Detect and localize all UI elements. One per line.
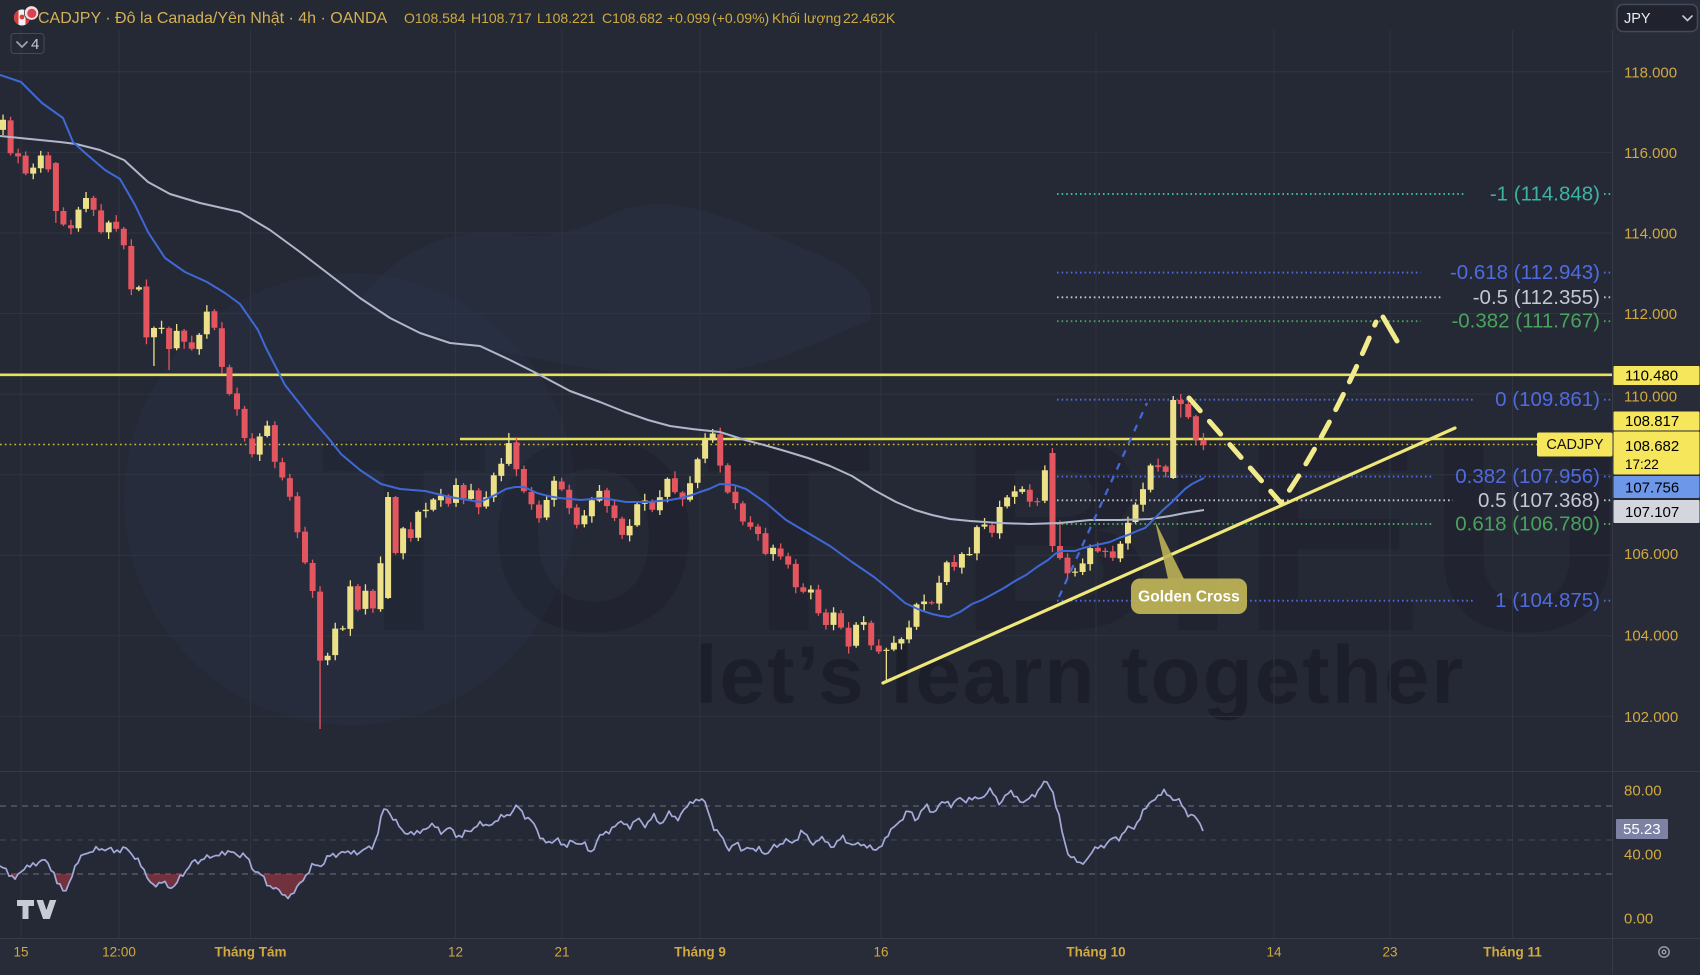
svg-text:112.000: 112.000	[1624, 306, 1677, 323]
svg-text:116.000: 116.000	[1624, 145, 1677, 162]
svg-text:16: 16	[873, 945, 888, 960]
svg-text:108.817: 108.817	[1625, 413, 1679, 430]
svg-text:110.480: 110.480	[1625, 368, 1678, 385]
svg-text:Golden Cross: Golden Cross	[1138, 589, 1240, 606]
svg-text:55.23: 55.23	[1623, 821, 1661, 838]
svg-text:104.000: 104.000	[1624, 627, 1678, 644]
svg-text:Khối lượng: Khối lượng	[772, 10, 841, 26]
svg-text:15: 15	[13, 945, 28, 960]
svg-text:1 (104.875): 1 (104.875)	[1495, 589, 1600, 612]
svg-text:+0.099: +0.099	[667, 10, 710, 26]
svg-text:JPY: JPY	[1624, 11, 1651, 27]
svg-text:0 (109.861): 0 (109.861)	[1495, 388, 1600, 411]
svg-text:4: 4	[31, 36, 39, 53]
svg-text:Tháng 10: Tháng 10	[1066, 945, 1125, 960]
svg-text:17:22: 17:22	[1625, 457, 1659, 472]
svg-text:C108.682: C108.682	[602, 10, 663, 26]
svg-text:TOT BIEU: TOT BIEU	[320, 382, 1630, 689]
svg-text:Tháng Tám: Tháng Tám	[214, 945, 286, 960]
svg-text:14: 14	[1266, 945, 1282, 960]
svg-text:107.107: 107.107	[1625, 504, 1679, 521]
svg-text:Tháng 11: Tháng 11	[1483, 945, 1542, 960]
svg-text:23: 23	[1382, 945, 1397, 960]
svg-text:-1 (114.848): -1 (114.848)	[1490, 183, 1600, 206]
svg-text:O108.584: O108.584	[404, 10, 466, 26]
svg-text:108.682: 108.682	[1625, 438, 1679, 455]
svg-text:107.756: 107.756	[1625, 480, 1679, 497]
svg-text:12:00: 12:00	[102, 945, 136, 960]
svg-text:let’s learn together: let’s learn together	[695, 630, 1466, 721]
svg-text:110.000: 110.000	[1624, 389, 1677, 406]
svg-text:0.00: 0.00	[1624, 911, 1653, 928]
svg-text:(+0.09%): (+0.09%)	[712, 10, 769, 26]
svg-text:CADJPY: CADJPY	[1546, 437, 1604, 453]
svg-text:12: 12	[448, 945, 463, 960]
svg-text:22.462K: 22.462K	[843, 10, 896, 26]
svg-text:-0.618 (112.943): -0.618 (112.943)	[1450, 261, 1600, 284]
svg-text:Tháng 9: Tháng 9	[674, 945, 726, 960]
svg-text:0.382 (107.956): 0.382 (107.956)	[1455, 465, 1600, 488]
svg-text:L108.221: L108.221	[537, 10, 596, 26]
svg-text:118.000: 118.000	[1624, 64, 1677, 81]
svg-text:80.00: 80.00	[1624, 783, 1662, 800]
svg-text:102.000: 102.000	[1624, 709, 1678, 726]
svg-text:0.5 (107.368): 0.5 (107.368)	[1478, 489, 1600, 512]
svg-text:0.618 (106.780): 0.618 (106.780)	[1455, 513, 1600, 536]
svg-text:21: 21	[554, 945, 569, 960]
svg-text:-0.382 (111.767): -0.382 (111.767)	[1451, 310, 1600, 333]
svg-text:H108.717: H108.717	[471, 10, 532, 26]
svg-text:-0.5 (112.355): -0.5 (112.355)	[1473, 286, 1600, 309]
svg-text:114.000: 114.000	[1624, 226, 1677, 243]
svg-text:CADJPY · Đô la Canada/Yên Nhật: CADJPY · Đô la Canada/Yên Nhật · 4h · OA…	[38, 10, 388, 27]
svg-text:106.000: 106.000	[1624, 546, 1678, 563]
svg-text:40.00: 40.00	[1624, 847, 1662, 864]
